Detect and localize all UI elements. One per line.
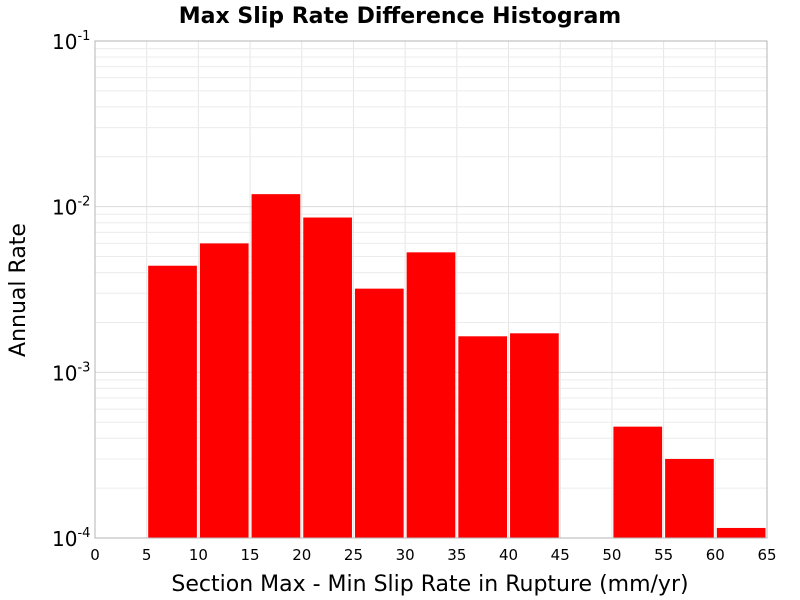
x-tick-label-10: 50 bbox=[602, 546, 621, 564]
x-tick-label-4: 20 bbox=[292, 546, 311, 564]
bar-7 bbox=[510, 333, 559, 538]
bar-10 bbox=[716, 527, 766, 538]
chart-title: Max Slip Rate Difference Histogram bbox=[179, 4, 621, 29]
x-tick-label-8: 40 bbox=[499, 546, 518, 564]
bar-5 bbox=[406, 252, 456, 538]
x-tick-label-1: 5 bbox=[142, 546, 152, 564]
bar-8 bbox=[613, 426, 663, 538]
y-axis-label: Annual Rate bbox=[6, 223, 31, 357]
bar-6 bbox=[458, 336, 508, 538]
x-tick-label-6: 30 bbox=[396, 546, 415, 564]
x-tick-label-11: 55 bbox=[654, 546, 673, 564]
x-tick-label-9: 45 bbox=[551, 546, 570, 564]
x-axis-label: Section Max - Min Slip Rate in Rupture (… bbox=[171, 572, 688, 597]
plot-frame bbox=[94, 40, 768, 539]
y-tick-label-2: 10-3 bbox=[52, 360, 90, 385]
bar-9 bbox=[665, 458, 714, 538]
y-tick-label-0: 10-1 bbox=[52, 29, 90, 54]
bar-3 bbox=[303, 217, 352, 538]
bar-0 bbox=[148, 265, 197, 538]
y-tick-label-1: 10-2 bbox=[52, 195, 90, 220]
x-tick-label-2: 10 bbox=[189, 546, 208, 564]
x-tick-labels: 0 5 10 15 20 25 30 35 40 45 50 55 60 65 bbox=[90, 546, 776, 564]
y-tick-labels: 10-1 10-2 10-3 10-4 bbox=[52, 29, 90, 551]
x-tick-label-7: 35 bbox=[447, 546, 466, 564]
x-tick-label-3: 15 bbox=[241, 546, 260, 564]
x-tick-label-0: 0 bbox=[90, 546, 100, 564]
bar-1 bbox=[199, 243, 249, 538]
bar-4 bbox=[354, 288, 404, 538]
x-tick-label-12: 60 bbox=[706, 546, 725, 564]
bar-2 bbox=[251, 194, 301, 538]
bars bbox=[148, 194, 766, 538]
x-tick-label-13: 65 bbox=[757, 546, 776, 564]
x-tick-label-5: 25 bbox=[344, 546, 363, 564]
y-tick-label-3: 10-4 bbox=[52, 526, 90, 551]
